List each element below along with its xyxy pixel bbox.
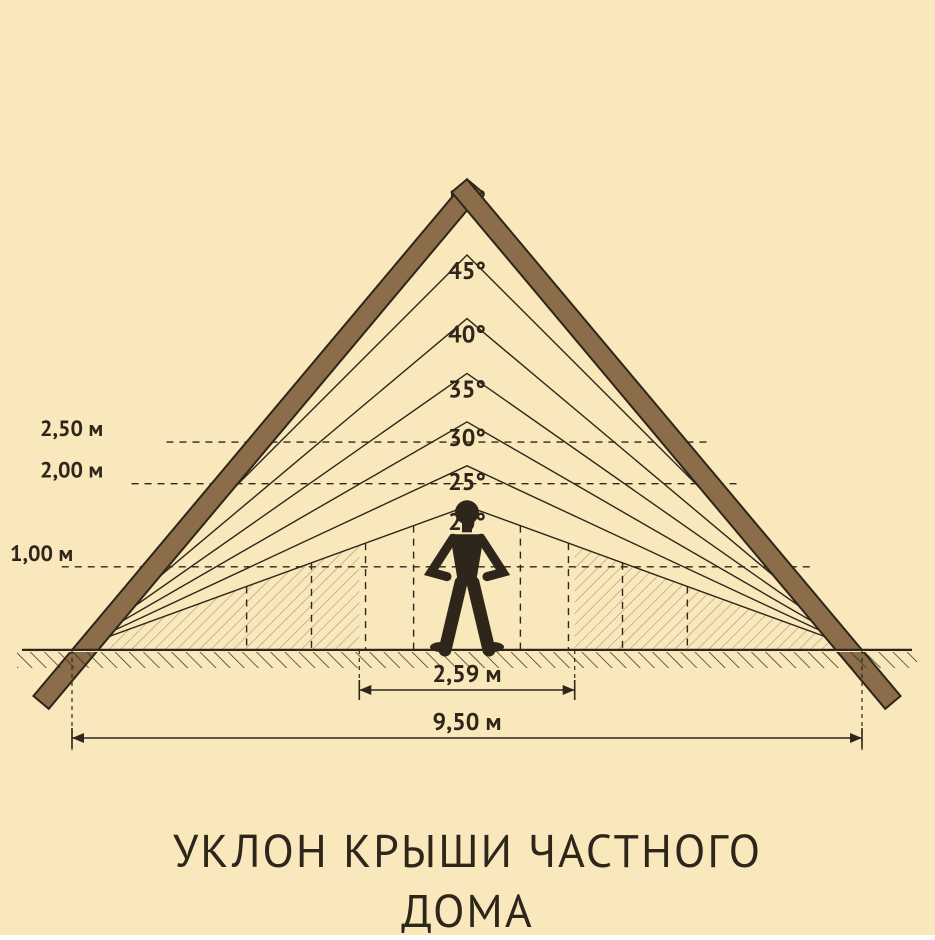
width-label: 2,59 м — [433, 658, 502, 689]
roof-slope-diagram: 1,00 м2,00 м2,50 м20°25°30°35°40°45°50°2… — [0, 0, 935, 935]
angle-label: 25° — [448, 466, 486, 497]
height-label: 2,00 м — [40, 457, 103, 485]
title-line-1: УКЛОН КРЫШИ ЧАСТНОГО — [0, 820, 935, 880]
angle-label: 40° — [448, 319, 486, 350]
height-label: 1,00 м — [10, 540, 73, 568]
width-label: 9,50 м — [433, 706, 502, 737]
height-label: 2,50 м — [40, 415, 103, 443]
angle-label: 30° — [448, 422, 486, 453]
title-line-2: ДОМА — [0, 880, 935, 940]
angle-label: 35° — [448, 373, 486, 404]
angle-label: 45° — [448, 255, 486, 286]
